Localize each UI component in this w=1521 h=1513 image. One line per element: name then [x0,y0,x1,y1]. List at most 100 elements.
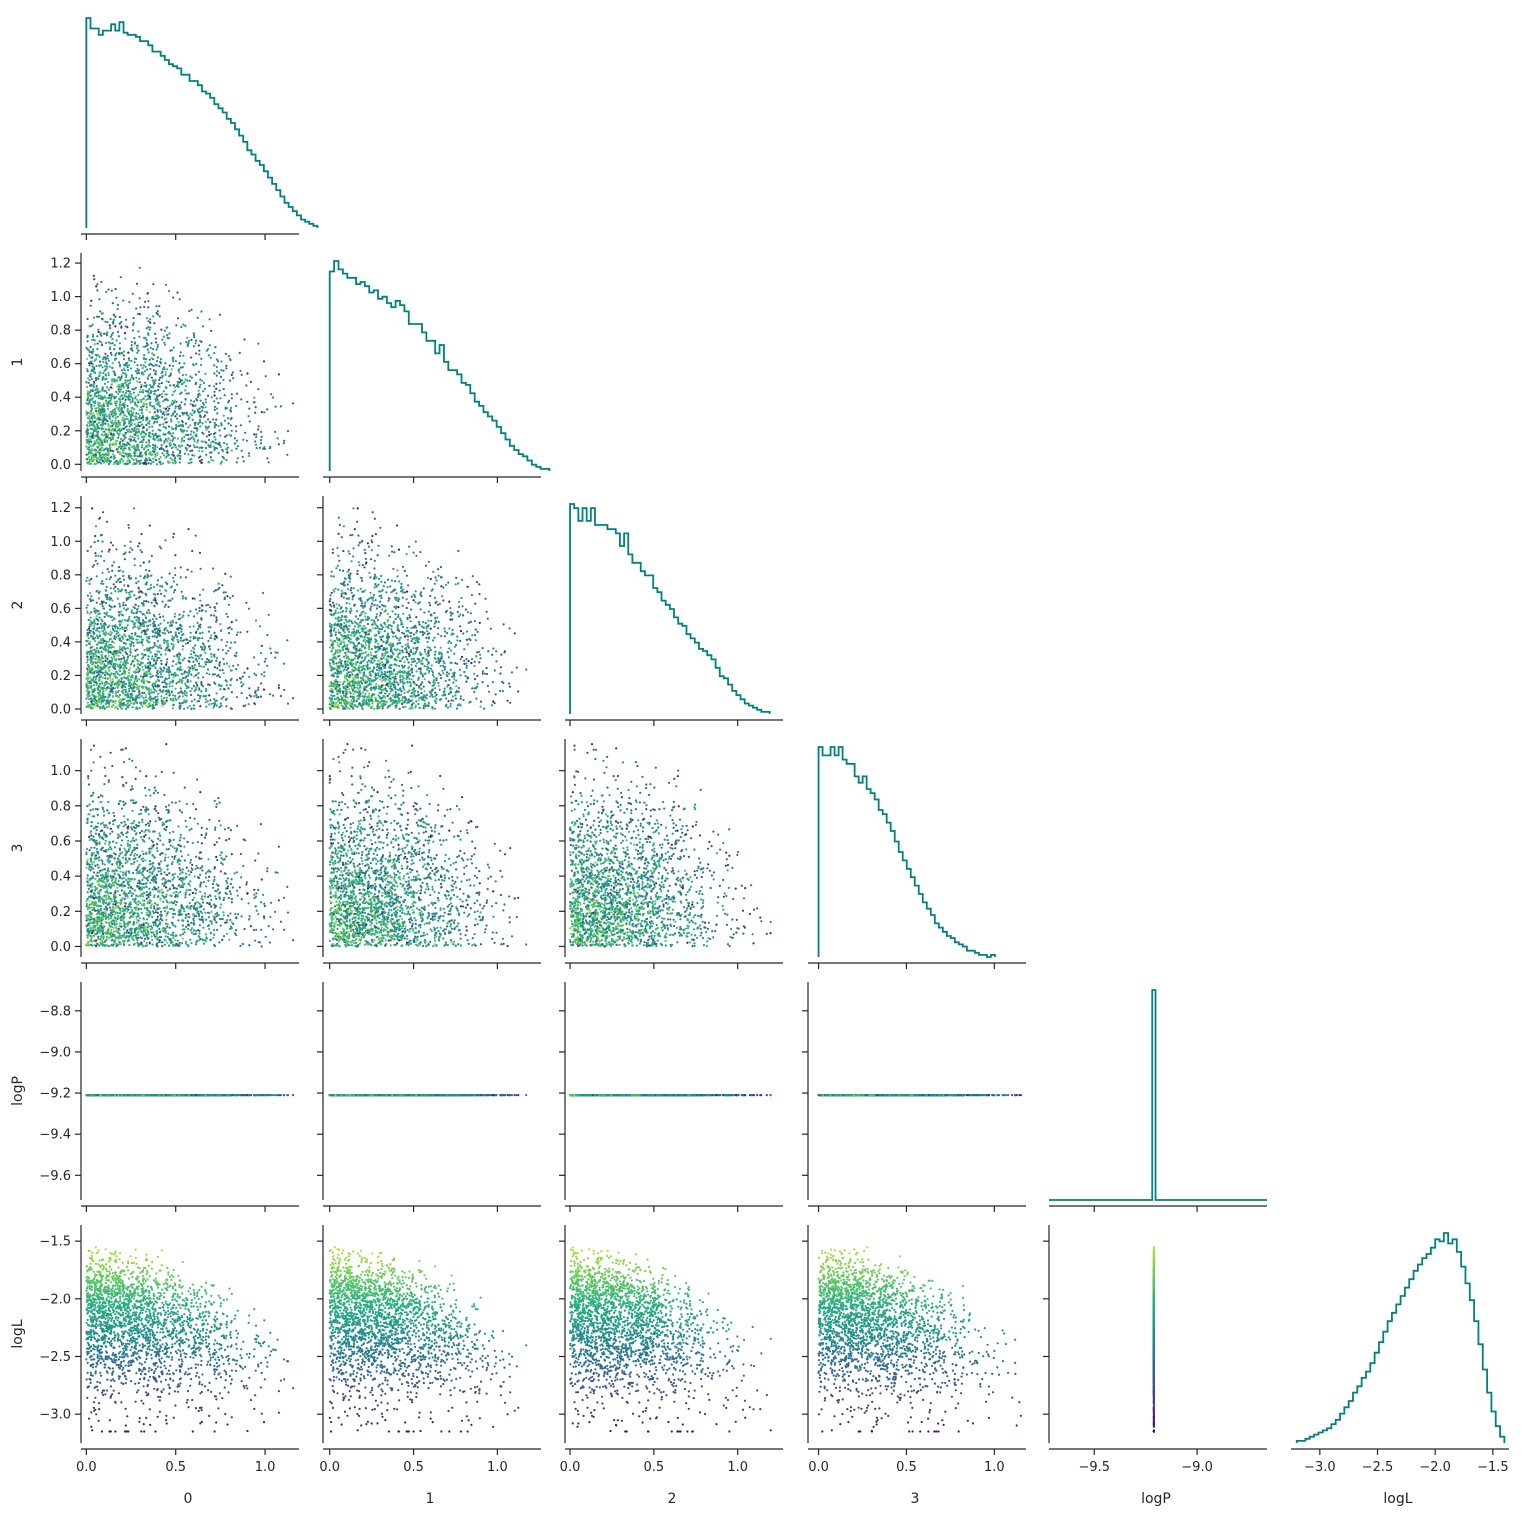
x-axis-label-0: 0 [184,1491,193,1507]
panel-logL-vs-2: 0.0 0.5 1.0 [559,1225,783,1475]
y-tick-label: −2.0 [39,1292,71,1307]
y-tick-label: −3.0 [39,1408,71,1423]
y-tick-label: −8.8 [39,1004,71,1019]
y-tick-label: 0.6 [50,357,71,372]
panel-2-vs-0: 0.0 0.2 0.4 0.6 0.8 1.0 1.2 [50,496,299,726]
y-tick-label: −1.5 [39,1235,71,1250]
y-tick-label: 1.0 [50,290,71,305]
scatter-points-logL-vs-3 [817,1246,1022,1432]
x-tick-label: 1.0 [727,1460,748,1475]
y-tick-label: 1.2 [50,501,71,516]
y-tick-label: 0.0 [50,458,71,473]
x-tick-label: −9.0 [1181,1460,1213,1475]
scatter-points-3-vs-0 [85,743,294,948]
y-tick-label: 1.0 [50,535,71,550]
x-tick-label: 1.0 [255,1460,276,1475]
x-tick-label: 0.0 [560,1460,581,1475]
x-axis-label-logP: logP [1141,1491,1171,1507]
panel-2-vs-2 [565,504,783,726]
y-tick-label: 0.2 [50,905,71,920]
x-axis-label-2: 2 [668,1491,677,1507]
panel-logL-vs-3: 0.0 0.5 1.0 [802,1225,1026,1475]
x-tick-label: 0.5 [403,1460,424,1475]
panel-0-vs-0 [81,18,318,240]
scatter-points-logL-vs-0 [85,1246,294,1432]
scatter-points-1-vs-0 [85,267,294,466]
x-tick-label: 0.0 [319,1460,340,1475]
panel-logP-vs-2 [559,982,783,1212]
y-axis-label-logP: logP [10,1076,26,1106]
x-tick-label: 0.0 [76,1460,97,1475]
scatter-points-logP-vs-2 [569,1094,772,1096]
panel-logL-vs-logP: −9.5 −9.0 [1043,1225,1267,1475]
x-tick-label: 0.5 [165,1460,186,1475]
scatter-points-logP-vs-1 [329,1094,528,1096]
x-axis-label-logL: logL [1383,1491,1412,1507]
panel-3-vs-2 [559,739,783,969]
y-tick-label: −2.5 [39,1350,71,1365]
y-tick-label: −9.6 [39,1169,71,1184]
scatter-points-3-vs-2 [569,743,772,948]
panel-3-vs-3 [808,747,1026,969]
y-axis-label-2: 2 [10,601,26,610]
x-axis-label-1: 1 [426,1491,435,1507]
histogram-logP [1049,990,1267,1200]
scatter-points-logL-vs-1 [329,1246,528,1432]
panel-logP-vs-3 [802,982,1026,1212]
y-tick-label: 0.8 [50,324,71,339]
x-tick-label: −1.5 [1477,1460,1509,1475]
histogram-0 [86,18,317,228]
y-tick-label: 0.6 [50,602,71,617]
histogram-1 [330,261,550,471]
panel-3-vs-0: 0.0 0.2 0.4 0.6 0.8 1.0 [50,739,299,969]
scatter-points-logP-vs-3 [817,1094,1022,1096]
histogram-3 [819,747,995,957]
panel-logL-vs-0: 0.0 0.5 1.0 −3.0 −2.5 −2.0 −1.5 [39,1225,299,1475]
y-tick-label: 0.8 [50,799,71,814]
y-tick-label: 0.0 [50,940,71,955]
panel-1-vs-1 [323,261,549,483]
y-tick-label: 0.4 [50,870,71,885]
scatter-points-3-vs-1 [329,743,528,948]
x-tick-label: 0.5 [644,1460,665,1475]
panel-logP-vs-1 [317,982,541,1212]
scatter-points-logL-vs-2 [569,1246,772,1432]
y-tick-label: 1.2 [50,257,71,272]
y-tick-label: 0.2 [50,669,71,684]
x-tick-label: −2.5 [1362,1460,1394,1475]
y-tick-label: 0.4 [50,391,71,406]
x-tick-label: 0.5 [896,1460,917,1475]
panel-3-vs-1 [317,739,541,969]
x-tick-label: −2.0 [1419,1460,1451,1475]
y-axis-label-1: 1 [10,358,26,367]
panel-logL-vs-logL: −3.0 −2.5 −2.0 −1.5 [1291,1233,1509,1475]
y-axis-label-3: 3 [10,844,26,853]
y-tick-label: −9.4 [39,1128,71,1143]
x-tick-label: 1.0 [487,1460,508,1475]
x-tick-label: −3.0 [1304,1460,1336,1475]
y-tick-label: 0.0 [50,702,71,717]
x-axis-label-3: 3 [911,1491,920,1507]
y-tick-label: 0.8 [50,568,71,583]
y-tick-label: 0.6 [50,834,71,849]
y-tick-label: 0.4 [50,635,71,650]
panel-2-vs-1 [317,496,541,726]
histogram-logL [1297,1233,1505,1443]
panel-1-vs-0: 0.0 0.2 0.4 0.6 0.8 1.0 1.2 [50,253,299,483]
y-tick-label: 0.2 [50,424,71,439]
y-axis-label-logL: logL [10,1319,26,1348]
x-tick-label: 0.0 [808,1460,829,1475]
y-tick-label: −9.2 [39,1087,71,1102]
scatter-points-logP-vs-0 [85,1094,294,1096]
panel-logP-vs-logP [1049,990,1267,1212]
scatter-points-logL-vs-logP [1153,1246,1155,1432]
histogram-2 [570,504,770,714]
x-tick-label: −9.5 [1078,1460,1110,1475]
scatter-points-2-vs-0 [85,507,294,710]
x-tick-label: 1.0 [984,1460,1005,1475]
panel-logP-vs-0: −9.6−9.4−9.2−9.0−8.8 [39,982,299,1212]
panel-logL-vs-1: 0.0 0.5 1.0 [317,1225,541,1475]
y-tick-label: 1.0 [50,764,71,779]
scatter-points-2-vs-1 [329,507,528,710]
